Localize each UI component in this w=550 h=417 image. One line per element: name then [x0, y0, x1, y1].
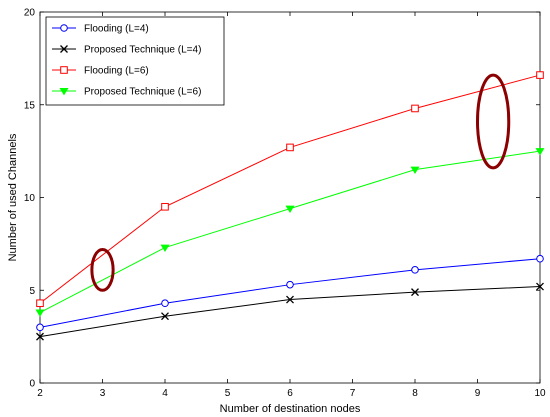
legend-marker	[59, 88, 69, 96]
data-point	[161, 312, 169, 321]
data-point	[535, 148, 545, 156]
x-tick-label: 6	[287, 388, 293, 399]
x-axis-title: Number of destination nodes	[220, 403, 361, 415]
legend-entry-label: Flooding (L=6)	[84, 66, 149, 77]
data-point	[161, 299, 169, 308]
x-tick-label: 4	[162, 388, 168, 399]
legend-entry-label: Flooding (L=4)	[84, 24, 149, 35]
data-point	[536, 71, 544, 79]
data-point	[36, 332, 44, 341]
legend-marker	[60, 66, 68, 74]
legend-box	[45, 16, 225, 106]
x-tick-label: 2	[37, 388, 43, 399]
y-tick-label: 20	[24, 8, 36, 19]
data-point	[161, 202, 169, 211]
y-tick-label: 0	[29, 379, 35, 390]
data-point	[285, 205, 295, 213]
y-tick-label: 10	[24, 193, 36, 204]
x-tick-label: 10	[534, 388, 546, 399]
x-tick-label: 5	[225, 388, 231, 399]
data-point	[36, 299, 44, 308]
highlight-ellipse	[90, 247, 115, 292]
data-point	[286, 143, 294, 152]
y-tick-label: 5	[29, 286, 35, 297]
legend-entry-label: Proposed Technique (L=4)	[84, 45, 201, 56]
highlight-ellipse	[476, 73, 511, 170]
legend-marker	[60, 24, 68, 32]
data-point	[411, 266, 419, 274]
data-point	[536, 282, 544, 291]
data-point	[536, 254, 544, 263]
legend-marker	[60, 45, 68, 53]
series-layer	[35, 71, 545, 341]
data-point	[35, 309, 45, 317]
y-tick-label: 15	[24, 100, 36, 111]
data-point	[286, 280, 294, 289]
x-tick-label: 3	[100, 388, 106, 399]
x-tick-label: 9	[475, 388, 481, 399]
legend-entry-label: Proposed Technique (L=6)	[84, 87, 201, 98]
legend: Flooding (L=4) Proposed Technique (L=4) Fl…	[45, 16, 225, 106]
data-point	[410, 166, 420, 175]
annotation-layer	[90, 73, 511, 292]
data-point	[160, 244, 170, 252]
data-point	[411, 104, 419, 113]
x-tick-label: 8	[412, 388, 418, 399]
data-point	[411, 288, 419, 297]
y-axis-title: Number of used Channels	[7, 133, 19, 261]
axes-layer: 2 3 4 5 6 7 8 9 10 0 5 10 15 20	[24, 8, 546, 400]
data-point	[36, 323, 44, 332]
data-point	[286, 295, 294, 304]
x-tick-label: 7	[350, 388, 356, 399]
